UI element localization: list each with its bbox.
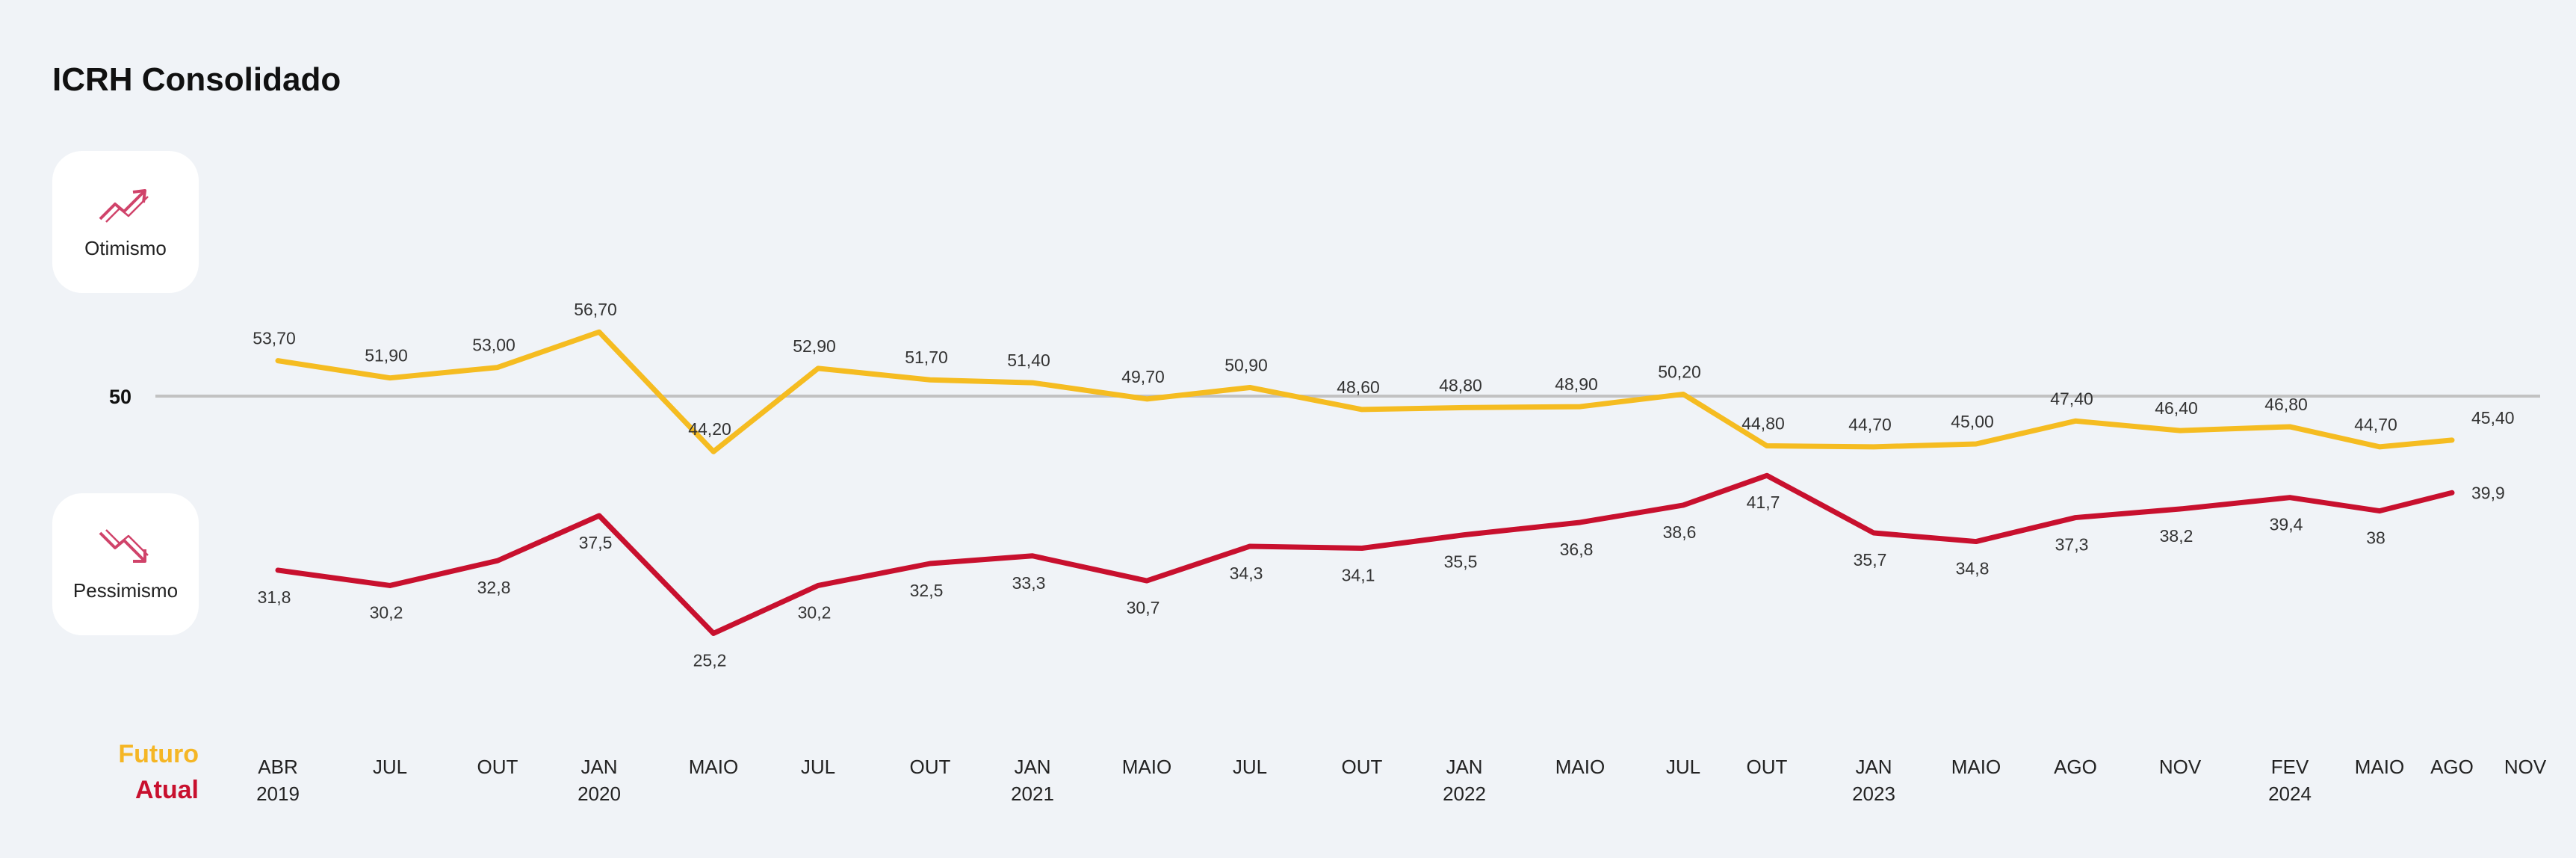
x-tick-label: 2023 [1852,783,1895,805]
x-tick-label: FEV [2271,756,2309,778]
x-tick-label: MAIO [689,756,738,778]
x-tick-label: NOV [2159,756,2202,778]
data-label-atual: 35,5 [1444,552,1478,572]
x-tick-label: JUL [1666,756,1700,778]
data-label-atual: 39,4 [2270,515,2303,534]
series-line-futuro [275,329,2455,454]
x-tick-label: ABR [258,756,297,778]
data-label-atual: 30,7 [1127,598,1160,617]
data-label-atual: 38 [2366,528,2385,548]
data-label-atual: 37,3 [2055,535,2089,555]
pessimism-card: Pessimismo [52,493,199,635]
data-label-futuro: 44,70 [1848,415,1892,434]
optimism-label: Otimismo [84,236,167,259]
x-tick-label: OUT [1342,756,1383,778]
data-label-futuro: 46,80 [2264,395,2308,414]
data-label-futuro: 53,70 [253,329,296,348]
x-tick-label: JUL [801,756,835,778]
x-tick-label: 2022 [1443,783,1486,805]
x-tick-label: 2024 [2268,783,2312,805]
data-label-futuro: 56,70 [574,300,617,319]
data-label-atual: 34,1 [1342,566,1375,585]
legend-futuro: Futuro [118,740,199,768]
x-tick-label: AGO [2430,756,2474,778]
trend-down-icon [99,528,149,563]
data-label-futuro: 48,80 [1439,375,1482,395]
reference-line-label: 50 [109,386,131,408]
data-label-atual: 32,5 [910,581,944,600]
data-label-futuro: 44,70 [2354,415,2397,434]
data-label-atual: 30,2 [370,602,403,622]
data-label-atual: 37,5 [579,533,613,552]
x-tick-label: 2020 [578,783,621,805]
data-label-atual: 33,3 [1012,573,1046,593]
data-label-futuro: 49,70 [1121,367,1165,386]
data-label-futuro: 44,80 [1741,414,1785,433]
x-tick-label: 2019 [256,783,300,805]
data-label-futuro: 45,40 [2471,408,2515,428]
data-label-atual: 30,2 [798,602,832,622]
legend-atual: Atual [135,776,199,804]
data-label-futuro: 50,20 [1658,362,1701,381]
x-tick-label: MAIO [1951,756,2001,778]
data-label-futuro: 46,40 [2155,398,2198,418]
x-tick-label: MAIO [1122,756,1171,778]
x-tick-label: JUL [373,756,407,778]
x-tick-label: NOV [2504,756,2547,778]
data-label-atual: 35,7 [1854,550,1887,570]
data-label-atual: 34,8 [1956,559,1990,578]
data-label-atual: 38,2 [2160,526,2193,546]
data-label-futuro: 48,60 [1337,377,1380,397]
data-label-futuro: 45,00 [1951,412,1994,431]
data-label-futuro: 50,90 [1224,355,1268,374]
data-label-futuro: 48,90 [1555,374,1598,394]
optimism-card: Otimismo [52,151,199,293]
data-label-atual: 36,8 [1560,540,1594,559]
x-tick-label: OUT [1747,756,1788,778]
x-tick-label: JAN [1446,756,1482,778]
series-line-atual [275,472,2455,636]
data-label-futuro: 51,40 [1007,351,1050,370]
pessimism-label: Pessimismo [72,578,179,602]
data-label-futuro: 52,90 [793,336,836,356]
data-label-futuro: 47,40 [2050,389,2093,408]
data-label-futuro: 51,90 [365,346,408,365]
data-label-atual: 39,9 [2471,483,2505,502]
x-tick-label: JAN [580,756,617,778]
x-tick-label: AGO [2054,756,2097,778]
x-tick-label: MAIO [2355,756,2404,778]
x-tick-label: JUL [1233,756,1267,778]
x-tick-label: JAN [1855,756,1892,778]
data-label-atual: 34,3 [1230,564,1263,583]
data-label-futuro: 51,70 [905,348,948,367]
data-label-atual: 31,8 [258,587,291,607]
x-tick-label: MAIO [1555,756,1605,778]
page-title: ICRH Consolidado [52,61,341,98]
data-label-atual: 38,6 [1663,522,1697,542]
data-label-atual: 32,8 [477,578,511,597]
data-label-futuro: 53,00 [472,336,515,355]
x-tick-label: JAN [1014,756,1050,778]
trend-up-icon [99,188,149,223]
x-tick-label: 2021 [1011,783,1054,805]
data-label-atual: 41,7 [1747,493,1780,512]
x-tick-label: OUT [477,756,518,778]
data-label-atual: 25,2 [693,650,727,670]
x-tick-label: OUT [910,756,951,778]
data-label-futuro: 44,20 [688,419,731,439]
